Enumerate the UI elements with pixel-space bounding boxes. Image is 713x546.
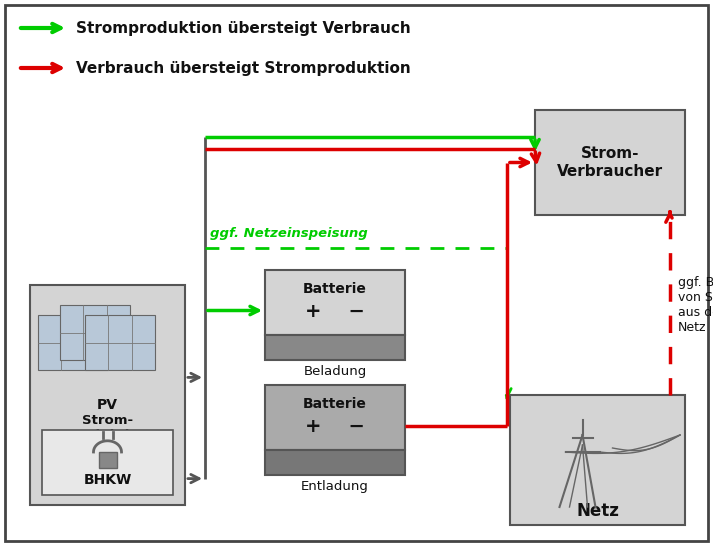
Text: Verbrauch übersteigt Stromproduktion: Verbrauch übersteigt Stromproduktion <box>76 61 411 75</box>
Text: ggf. Netzeinspeisung: ggf. Netzeinspeisung <box>210 227 368 240</box>
Bar <box>265 335 405 360</box>
Bar <box>60 305 130 360</box>
Bar <box>265 270 405 335</box>
Bar <box>42 430 173 495</box>
Bar <box>30 285 185 505</box>
Text: ggf. Bezug
von Strom
aus dem
Netz: ggf. Bezug von Strom aus dem Netz <box>678 276 713 334</box>
Text: PV: PV <box>97 397 118 412</box>
Text: Stromproduktion übersteigt Verbrauch: Stromproduktion übersteigt Verbrauch <box>76 21 411 35</box>
Bar <box>535 110 685 215</box>
Text: Strom-
Produktion: Strom- Produktion <box>66 414 149 442</box>
Bar <box>510 395 685 525</box>
Text: BHKW: BHKW <box>83 473 132 487</box>
Text: +    −: + − <box>305 417 365 436</box>
Text: Netz: Netz <box>576 502 619 520</box>
Text: Batterie: Batterie <box>303 397 367 411</box>
Bar <box>38 315 108 370</box>
Bar <box>85 315 155 370</box>
Bar <box>265 450 405 475</box>
Text: Batterie: Batterie <box>303 282 367 296</box>
Text: +    −: + − <box>305 302 365 321</box>
Bar <box>98 452 116 468</box>
Text: Beladung: Beladung <box>303 365 366 378</box>
Bar <box>265 385 405 450</box>
Text: Strom-
Verbraucher: Strom- Verbraucher <box>557 146 663 179</box>
Text: Entladung: Entladung <box>301 480 369 493</box>
